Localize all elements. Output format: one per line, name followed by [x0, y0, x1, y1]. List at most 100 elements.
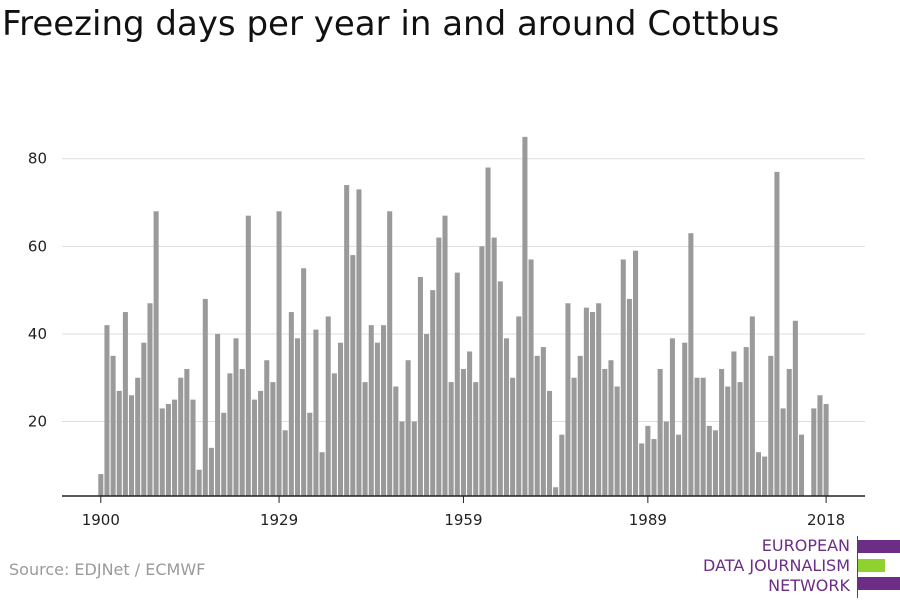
- bar-1953[interactable]: [424, 333, 430, 496]
- bar-1936[interactable]: [319, 452, 325, 496]
- bar-2018[interactable]: [823, 404, 829, 496]
- bar-1963[interactable]: [485, 167, 491, 497]
- bar-1978[interactable]: [577, 355, 583, 496]
- bar-2013[interactable]: [792, 320, 798, 496]
- bar-1998[interactable]: [700, 377, 706, 496]
- bar-2000[interactable]: [712, 430, 718, 496]
- bar-1930[interactable]: [282, 430, 288, 496]
- bar-2002[interactable]: [725, 386, 731, 497]
- bar-1922[interactable]: [233, 338, 239, 496]
- bar-2017[interactable]: [817, 395, 823, 496]
- bar-1969[interactable]: [522, 136, 528, 496]
- bar-2016[interactable]: [811, 408, 817, 496]
- bar-1946[interactable]: [381, 325, 387, 496]
- bar-1967[interactable]: [510, 377, 516, 496]
- bar-1939[interactable]: [337, 342, 344, 496]
- bar-1973[interactable]: [546, 390, 553, 496]
- bar-1941[interactable]: [350, 255, 356, 496]
- bar-1966[interactable]: [503, 338, 509, 496]
- bar-1968[interactable]: [516, 316, 522, 496]
- bar-1937[interactable]: [325, 316, 331, 496]
- bar-1901[interactable]: [104, 325, 110, 496]
- bar-1985[interactable]: [620, 259, 626, 496]
- bar-1960[interactable]: [467, 351, 473, 496]
- bar-1994[interactable]: [676, 434, 682, 496]
- bar-2003[interactable]: [731, 351, 737, 496]
- bar-2001[interactable]: [719, 368, 725, 496]
- bar-1906[interactable]: [135, 377, 141, 496]
- bar-1909[interactable]: [153, 211, 159, 497]
- bar-1965[interactable]: [497, 281, 503, 496]
- bar-1987[interactable]: [633, 250, 639, 496]
- bar-1942[interactable]: [356, 189, 362, 496]
- bar-1954[interactable]: [430, 290, 436, 496]
- bar-1959[interactable]: [460, 368, 466, 496]
- bar-1921[interactable]: [227, 373, 233, 496]
- bar-1962[interactable]: [479, 246, 485, 496]
- bar-2014[interactable]: [798, 434, 805, 496]
- bar-1955[interactable]: [436, 237, 442, 496]
- bar-1916[interactable]: [196, 469, 202, 496]
- bar-1970[interactable]: [528, 259, 534, 496]
- bar-2010[interactable]: [774, 171, 780, 496]
- bar-1981[interactable]: [596, 303, 602, 496]
- bar-1940[interactable]: [344, 185, 350, 496]
- bar-1933[interactable]: [301, 268, 307, 496]
- bar-1949[interactable]: [399, 421, 405, 496]
- bar-1971[interactable]: [534, 355, 540, 496]
- bar-1911[interactable]: [165, 404, 171, 496]
- bar-1905[interactable]: [129, 395, 135, 496]
- bar-1944[interactable]: [368, 325, 374, 496]
- bar-2007[interactable]: [755, 452, 762, 496]
- bar-1975[interactable]: [559, 434, 565, 496]
- bar-2009[interactable]: [768, 355, 774, 496]
- bar-1979[interactable]: [583, 307, 589, 496]
- bar-1925[interactable]: [251, 399, 257, 496]
- bar-2004[interactable]: [737, 382, 743, 496]
- bar-1919[interactable]: [215, 333, 221, 496]
- bar-1964[interactable]: [491, 237, 497, 496]
- bar-1974[interactable]: [553, 487, 559, 496]
- bar-1928[interactable]: [270, 382, 276, 496]
- bar-1982[interactable]: [602, 368, 608, 496]
- bar-1958[interactable]: [454, 272, 460, 496]
- bar-1983[interactable]: [608, 360, 614, 496]
- bar-1948[interactable]: [393, 386, 399, 497]
- bar-1918[interactable]: [208, 447, 214, 496]
- bar-1917[interactable]: [202, 298, 208, 496]
- bar-1991[interactable]: [657, 368, 663, 496]
- bar-1989[interactable]: [645, 425, 651, 496]
- bar-1984[interactable]: [614, 386, 620, 497]
- bar-1929[interactable]: [276, 211, 282, 497]
- bar-1912[interactable]: [172, 399, 178, 496]
- bar-1997[interactable]: [694, 377, 700, 496]
- bar-1902[interactable]: [110, 355, 116, 496]
- bar-1938[interactable]: [331, 373, 337, 496]
- bar-1999[interactable]: [706, 425, 712, 496]
- bar-1934[interactable]: [307, 412, 313, 496]
- bar-1951[interactable]: [411, 421, 417, 496]
- bar-1913[interactable]: [178, 377, 184, 496]
- bar-1993[interactable]: [669, 338, 675, 496]
- bar-1952[interactable]: [417, 277, 423, 496]
- bar-1904[interactable]: [122, 312, 128, 496]
- bar-2012[interactable]: [786, 368, 792, 496]
- bar-1907[interactable]: [141, 342, 147, 496]
- bar-1910[interactable]: [159, 408, 165, 496]
- bar-1996[interactable]: [688, 233, 694, 496]
- bar-1903[interactable]: [116, 390, 122, 496]
- bar-1945[interactable]: [374, 342, 380, 496]
- bar-1990[interactable]: [651, 439, 657, 496]
- bar-1980[interactable]: [590, 312, 596, 496]
- bar-1950[interactable]: [405, 360, 411, 496]
- bar-1956[interactable]: [442, 215, 448, 496]
- bar-2011[interactable]: [780, 408, 786, 496]
- bar-1977[interactable]: [571, 377, 577, 496]
- bar-1988[interactable]: [639, 443, 645, 496]
- bar-1957[interactable]: [448, 382, 454, 496]
- bar-1995[interactable]: [682, 342, 688, 496]
- bar-1923[interactable]: [239, 368, 245, 496]
- bar-1931[interactable]: [288, 312, 294, 496]
- bar-1914[interactable]: [184, 368, 190, 496]
- bar-1961[interactable]: [473, 382, 479, 496]
